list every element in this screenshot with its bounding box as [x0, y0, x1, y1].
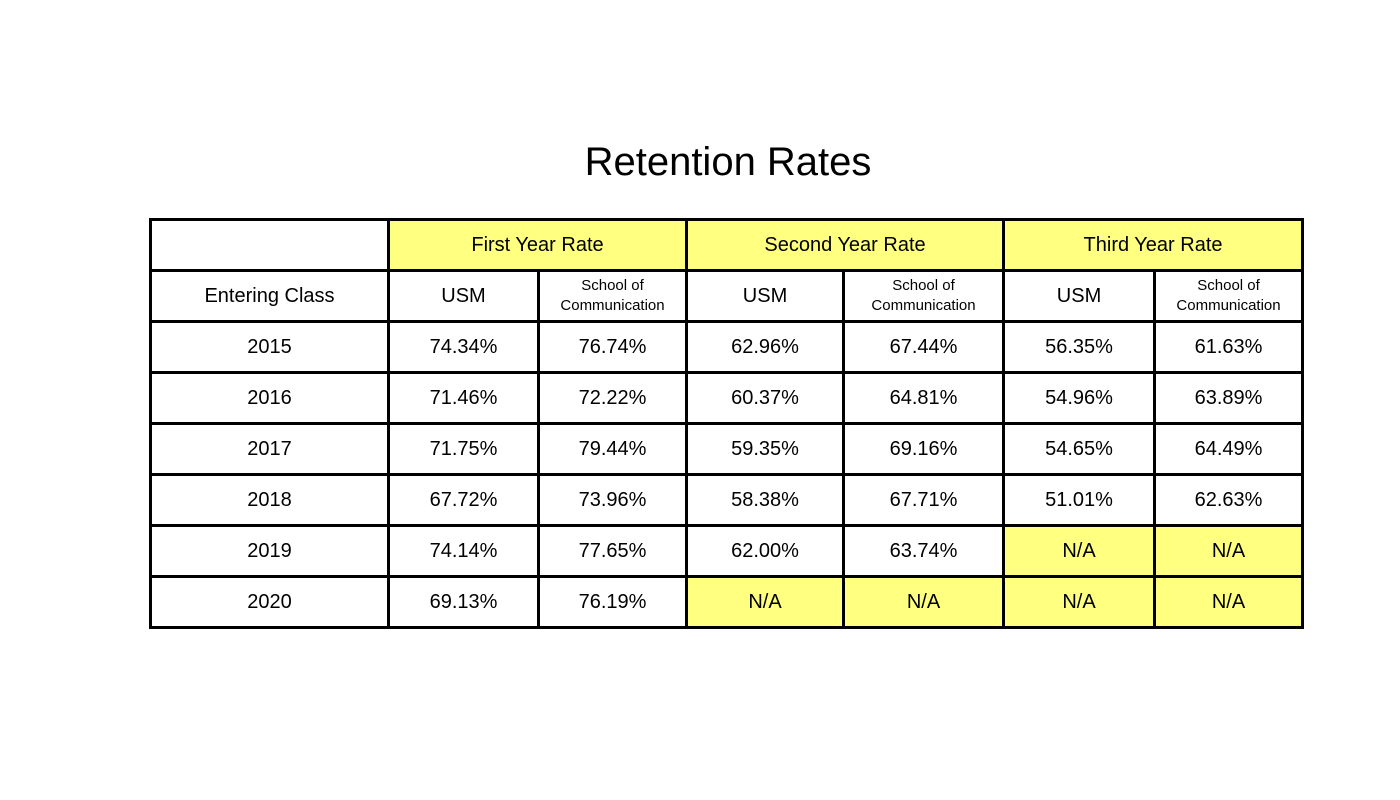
group-header-row: First Year Rate Second Year Rate Third Y… — [149, 218, 1305, 272]
rate-cell: 54.96% — [1002, 371, 1157, 425]
entering-class-header: Entering Class — [149, 269, 390, 323]
rate-cell: 74.14% — [387, 524, 540, 578]
rate-cell: 73.96% — [536, 473, 689, 527]
rate-cell: 63.74% — [842, 524, 1006, 578]
rate-cell: 62.00% — [685, 524, 846, 578]
entering-class-year: 2016 — [149, 371, 390, 425]
rate-cell: 71.46% — [387, 371, 540, 425]
rate-cell: 69.16% — [842, 422, 1006, 476]
table-row: 2018 67.72% 73.96% 58.38% 67.71% 51.01% 62.63% — [149, 473, 1305, 527]
rate-cell: 67.72% — [387, 473, 540, 527]
rate-cell: 77.65% — [536, 524, 689, 578]
table-row: 2017 71.75% 79.44% 59.35% 69.16% 54.65% 64.49% — [149, 422, 1305, 476]
entering-class-year: 2018 — [149, 473, 390, 527]
rate-cell: 71.75% — [387, 422, 540, 476]
rate-cell: 64.81% — [842, 371, 1006, 425]
rate-cell: 67.44% — [842, 320, 1006, 374]
rate-cell: 79.44% — [536, 422, 689, 476]
rate-cell: 76.74% — [536, 320, 689, 374]
rate-cell: N/A — [1002, 575, 1157, 629]
rate-cell: 62.96% — [685, 320, 846, 374]
third-year-rate-header: Third Year Rate — [1002, 218, 1305, 272]
table-row: 2020 69.13% 76.19% N/A N/A N/A N/A — [149, 575, 1305, 629]
rate-cell: 76.19% — [536, 575, 689, 629]
entering-class-year: 2019 — [149, 524, 390, 578]
school-of-communication-header: School of Communication — [1153, 269, 1305, 323]
page-title: Retention Rates — [584, 140, 872, 184]
rate-cell: 74.34% — [387, 320, 540, 374]
retention-table: First Year Rate Second Year Rate Third Y… — [149, 218, 1305, 629]
rate-cell: 54.65% — [1002, 422, 1157, 476]
rate-cell: 61.63% — [1153, 320, 1305, 374]
entering-class-year: 2015 — [149, 320, 390, 374]
rate-cell: 60.37% — [685, 371, 846, 425]
rate-cell: 69.13% — [387, 575, 540, 629]
table-row: 2019 74.14% 77.65% 62.00% 63.74% N/A N/A — [149, 524, 1305, 578]
rate-cell: 56.35% — [1002, 320, 1157, 374]
rate-cell: 51.01% — [1002, 473, 1157, 527]
rate-cell: N/A — [1153, 575, 1305, 629]
school-of-communication-header: School of Communication — [536, 269, 689, 323]
rate-cell: N/A — [1002, 524, 1157, 578]
rate-cell: 59.35% — [685, 422, 846, 476]
rate-cell: N/A — [842, 575, 1006, 629]
rate-cell: N/A — [1153, 524, 1305, 578]
usm-header: USM — [387, 269, 540, 323]
rate-cell: 58.38% — [685, 473, 846, 527]
rate-cell: 62.63% — [1153, 473, 1305, 527]
rate-cell: 67.71% — [842, 473, 1006, 527]
second-year-rate-header: Second Year Rate — [685, 218, 1006, 272]
usm-header: USM — [1002, 269, 1157, 323]
usm-header: USM — [685, 269, 846, 323]
rate-cell: 64.49% — [1153, 422, 1305, 476]
table-row: 2016 71.46% 72.22% 60.37% 64.81% 54.96% 63.89% — [149, 371, 1305, 425]
corner-cell — [149, 218, 390, 272]
first-year-rate-header: First Year Rate — [386, 218, 689, 272]
rate-cell: 63.89% — [1153, 371, 1305, 425]
entering-class-year: 2020 — [149, 575, 390, 629]
sub-header-row: Entering Class USM School of Communicati… — [149, 269, 1305, 323]
school-of-communication-header: School of Communication — [842, 269, 1006, 323]
rate-cell: N/A — [685, 575, 846, 629]
entering-class-year: 2017 — [149, 422, 390, 476]
table-row: 2015 74.34% 76.74% 62.96% 67.44% 56.35% 61.63% — [149, 320, 1305, 374]
rate-cell: 72.22% — [536, 371, 689, 425]
